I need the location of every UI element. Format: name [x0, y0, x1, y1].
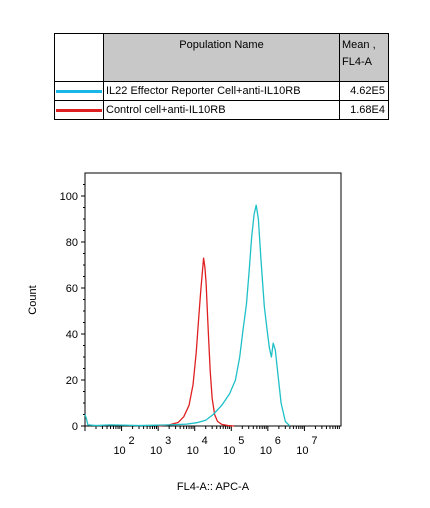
y-tick-label: 40: [66, 329, 78, 341]
x-tick-exponent: 5: [238, 435, 244, 447]
plot-frame: [84, 172, 342, 427]
y-axis: 0 20 40 60 80 100: [60, 184, 85, 433]
x-tick-exponent: 6: [275, 435, 281, 447]
y-tick-label: 100: [60, 191, 78, 203]
y-tick-label: 20: [66, 375, 78, 387]
legend-header-blank: [54, 33, 104, 82]
legend-swatch-red: [56, 109, 102, 112]
x-tick-label: 10: [223, 445, 235, 457]
legend-row: Control cell+anti-IL10RB 1.68E4: [54, 100, 389, 120]
legend-header-mean-line1: Mean ,: [342, 39, 376, 51]
legend-row-mean: 1.68E4: [339, 100, 389, 120]
x-tick-label: 10: [296, 445, 308, 457]
x-tick-exponent: 4: [202, 435, 208, 447]
legend-header-row: Population Name Mean , FL4-A: [54, 33, 389, 82]
x-tick-exponent: 3: [165, 435, 171, 447]
x-tick-label: 10: [260, 445, 272, 457]
y-tick-label: 60: [66, 283, 78, 295]
x-tick-exponent: 7: [311, 435, 317, 447]
y-tick-label: 80: [66, 237, 78, 249]
legend-row-name: Control cell+anti-IL10RB: [103, 100, 340, 120]
series-il22-line: [84, 204, 291, 427]
legend-row-name: IL22 Effector Reporter Cell+anti-IL10RB: [103, 81, 340, 101]
x-tick-label: 10: [150, 445, 162, 457]
series-group: [84, 204, 291, 427]
x-axis-title: FL4-A:: APC-A: [177, 481, 250, 493]
legend-row: IL22 Effector Reporter Cell+anti-IL10RB …: [54, 81, 389, 101]
y-axis-title: Count: [27, 285, 39, 314]
x-tick-exponent: 2: [129, 435, 135, 447]
legend-header-mean-line2: FL4-A: [342, 56, 372, 68]
legend-table: Population Name Mean , FL4-A IL22 Effecto…: [54, 33, 389, 120]
series-control-line: [158, 257, 235, 427]
x-tick-label: 10: [113, 445, 125, 457]
y-tick-label: 0: [72, 421, 78, 433]
legend-header-mean: Mean , FL4-A: [339, 33, 389, 82]
x-tick-label: 10: [187, 445, 199, 457]
legend-swatch-cell: [54, 100, 104, 120]
legend-swatch-blue: [56, 90, 102, 93]
legend-header-name: Population Name: [103, 33, 340, 82]
